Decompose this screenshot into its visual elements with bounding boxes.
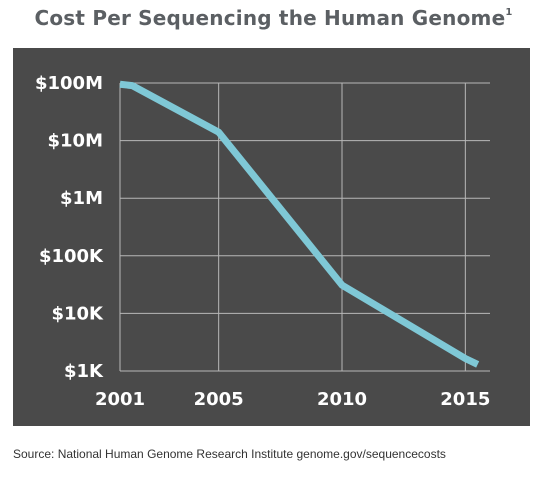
x-tick-label: 2010 [317, 389, 367, 410]
y-tick-label: $100M [35, 73, 103, 94]
y-tick-label: $10K [51, 303, 104, 324]
chart-panel: $1K $10K $100K $1M $10M $100M 2001 2005 2010 2015 [13, 48, 530, 426]
x-tick-label: 2001 [95, 389, 145, 410]
chart-plot: $1K $10K $100K $1M $10M $100M 2001 2005 2010 2015 [35, 73, 490, 410]
y-tick-label: $100K [39, 246, 104, 267]
x-tick-label: 2005 [194, 389, 244, 410]
y-tick-label: $1M [60, 188, 103, 209]
chart-title: Cost Per Sequencing the Human Genome1 [0, 6, 547, 30]
x-tick-label: 2015 [440, 389, 490, 410]
y-tick-label: $1K [64, 361, 104, 382]
chart-title-text: Cost Per Sequencing the Human Genome [34, 6, 506, 30]
series-line [119, 80, 480, 368]
y-tick-label: $10M [48, 131, 104, 152]
footnote-marker: 1 [505, 7, 513, 19]
source-note: Source: National Human Genome Research I… [13, 447, 446, 461]
